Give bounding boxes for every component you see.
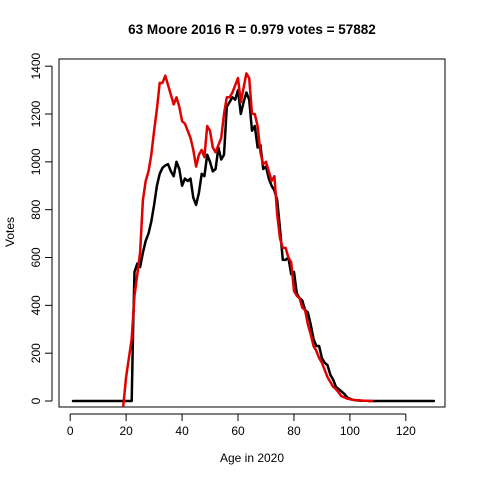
plot-frame [58,58,446,408]
x-tick-label: 120 [396,424,416,438]
y-axis-label: Votes [3,217,17,247]
x-axis: 0 20 40 60 80 100 120 [67,413,416,438]
y-tick-label: 0 [29,397,43,404]
x-tick-label: 100 [340,424,360,438]
x-tick-label: 0 [67,424,74,438]
x-tick-label: 80 [287,424,301,438]
y-tick-label: 400 [29,295,43,315]
x-tick-label: 60 [231,424,245,438]
x-tick-label: 40 [175,424,189,438]
y-axis: 0 200 400 600 800 1000 1200 1400 [29,53,53,404]
chart-title: 63 Moore 2016 R = 0.979 votes = 57882 [128,22,376,37]
series-line-1 [71,88,436,403]
series-line-2 [122,72,374,408]
y-tick-label: 1400 [29,53,43,80]
series-lines [71,72,436,408]
x-axis-label: Age in 2020 [220,451,284,465]
y-tick-label: 800 [29,199,43,219]
y-tick-label: 1200 [29,100,43,127]
y-tick-label: 200 [29,343,43,363]
y-tick-label: 600 [29,247,43,267]
y-tick-label: 1000 [29,148,43,175]
x-tick-label: 20 [119,424,133,438]
